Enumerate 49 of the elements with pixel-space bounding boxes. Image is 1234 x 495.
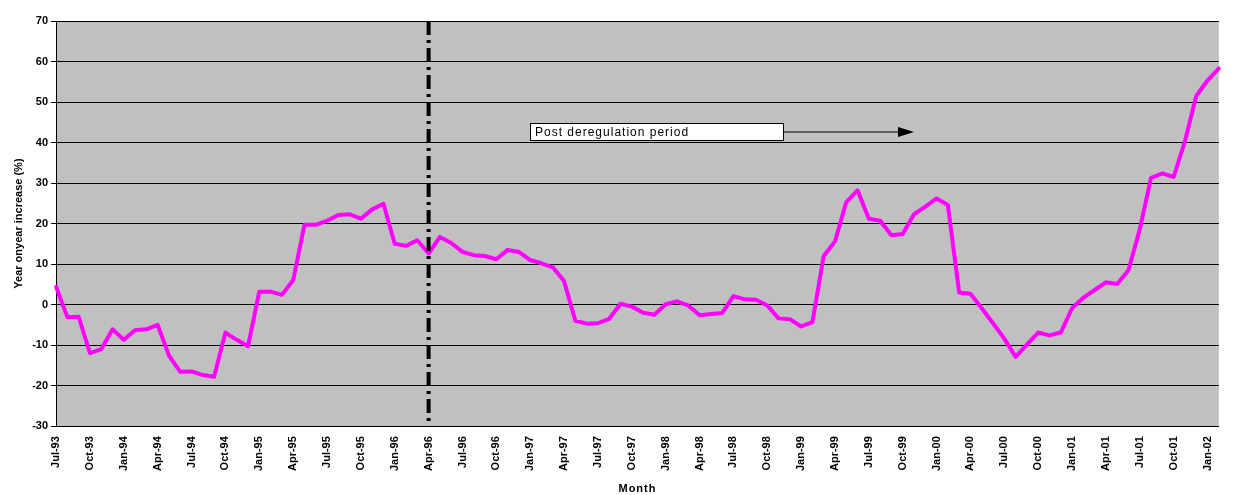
x-tick-label: Jul-99: [861, 436, 874, 468]
x-tick-label: Oct-01: [1166, 436, 1179, 471]
x-tick-label: Apr-96: [421, 436, 434, 471]
x-tick-label: Apr-01: [1098, 436, 1111, 471]
x-tick-label: Jan-94: [116, 435, 129, 472]
x-tick-label: Apr-98: [692, 436, 705, 471]
x-tick-label: Jan-98: [658, 436, 671, 472]
y-tick-label: -30: [32, 419, 49, 432]
y-tick-label: 50: [35, 95, 49, 108]
y-tick-label: 20: [35, 216, 49, 229]
x-tick-label: Apr-95: [286, 436, 299, 471]
y-tick-label: 0: [41, 297, 49, 310]
y-tick-label: -10: [32, 338, 49, 351]
x-tick-label: Jul-95: [320, 436, 333, 468]
x-tick-label: Oct-95: [353, 436, 366, 471]
x-tick-label: Oct-98: [760, 436, 773, 471]
x-tick-label: Apr-97: [557, 436, 570, 471]
x-tick-label: Oct-93: [82, 436, 95, 471]
x-tick-label: Oct-94: [218, 435, 231, 471]
x-tick-label: Jan-97: [523, 436, 536, 472]
x-tick-label: Jul-94: [184, 435, 197, 468]
y-tick-label: -20: [32, 378, 49, 391]
x-tick-label: Apr-99: [828, 436, 841, 471]
y-tick-label: 30: [35, 176, 49, 189]
y-tick-label: 10: [35, 257, 49, 270]
x-tick-label: Jul-00: [997, 436, 1010, 468]
x-tick-label: Oct-97: [624, 436, 637, 471]
y-tick-label: 70: [35, 14, 49, 27]
x-tick-label: Jan-95: [252, 436, 265, 472]
x-axis-title: Month: [618, 481, 657, 494]
x-tick-label: Jul-98: [726, 436, 739, 468]
x-tick-label: Jan-96: [387, 436, 400, 472]
label-box: Post deregulation period: [530, 123, 784, 141]
x-tick-label: Jan-99: [794, 436, 807, 472]
y-tick-label: 40: [35, 135, 49, 148]
y-axis-title: Year onyear increase (%): [11, 158, 24, 289]
x-tick-label: Jan-02: [1200, 436, 1213, 472]
x-tick-label: Apr-94: [150, 435, 163, 471]
x-tick-label: Jul-96: [455, 436, 468, 468]
x-tick-label: Oct-96: [489, 436, 502, 471]
x-tick-label: Jan-00: [929, 436, 942, 472]
x-tick-label: Jul-93: [49, 436, 62, 468]
x-tick-label: Apr-00: [963, 436, 976, 471]
x-tick-label: Oct-99: [895, 436, 908, 471]
x-tick-label: Jul-01: [1132, 436, 1145, 468]
x-tick-label: Jan-01: [1065, 436, 1078, 472]
x-tick-label: Oct-00: [1031, 436, 1044, 471]
x-tick-label: Jul-97: [590, 436, 603, 468]
y-tick-label: 60: [35, 54, 49, 67]
